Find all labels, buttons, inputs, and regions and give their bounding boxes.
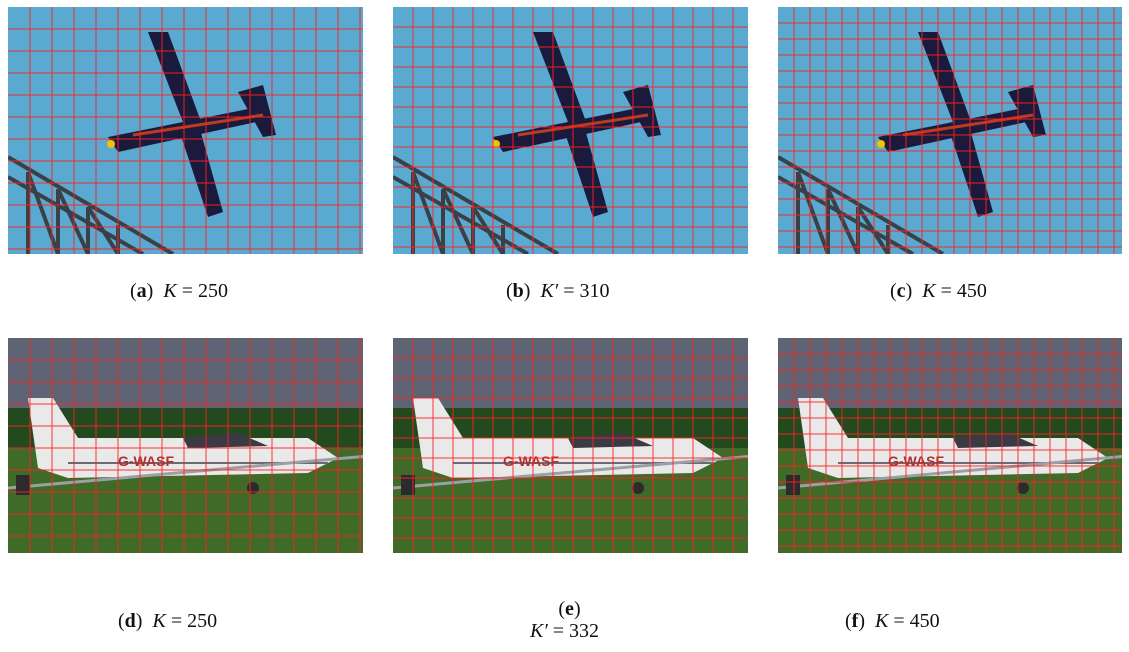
caption-value: = 250 <box>170 610 218 632</box>
image-panel-c <box>778 7 1122 254</box>
caption-variable: K <box>152 610 166 632</box>
caption-value: = 450 <box>940 280 987 302</box>
image-panel-e: G-WASF <box>393 338 748 553</box>
image-panel-d: G-WASF <box>8 338 363 553</box>
caption-f: (f) K = 450 <box>845 610 940 632</box>
caption-a: (a) K = 250 <box>130 280 228 302</box>
caption-d: (d) K = 250 <box>118 610 218 632</box>
caption-c: (c) K = 450 <box>890 280 987 302</box>
superpixel-image-light-aircraft: G-WASF <box>8 338 363 553</box>
caption-variable: K <box>922 280 936 302</box>
caption-value: = 310 <box>563 280 610 302</box>
caption-variable: K′ <box>530 620 548 642</box>
superpixel-image-cargo-plane <box>393 7 748 254</box>
caption-value: = 250 <box>181 280 228 302</box>
caption-tag: f <box>851 610 859 632</box>
caption-tag: c <box>896 280 906 302</box>
aircraft-registration: G-WASF <box>118 453 174 469</box>
caption-variable: K <box>163 280 177 302</box>
image-panel-f: G-WASF <box>778 338 1122 553</box>
caption-variable: K′ <box>540 280 559 302</box>
caption-value: = 332 <box>552 620 599 642</box>
caption-tag: b <box>512 280 524 302</box>
image-panel-b <box>393 7 748 254</box>
superpixel-image-cargo-plane <box>8 7 363 254</box>
superpixel-image-light-aircraft: G-WASF <box>778 338 1122 553</box>
superpixel-image-light-aircraft: G-WASF <box>393 338 748 553</box>
caption-tag: a <box>136 280 147 302</box>
image-panel-a <box>8 7 363 254</box>
caption-e: (e) K′ = 332 <box>530 598 599 642</box>
aircraft-registration: G-WASF <box>503 453 559 469</box>
caption-variable: K <box>875 610 889 632</box>
aircraft-registration: G-WASF <box>888 453 944 469</box>
caption-tag: d <box>124 610 136 632</box>
caption-tag: e <box>565 598 574 620</box>
caption-b: (b) K′ = 310 <box>506 280 610 302</box>
caption-value: = 450 <box>893 610 940 632</box>
superpixel-image-cargo-plane <box>778 7 1122 254</box>
